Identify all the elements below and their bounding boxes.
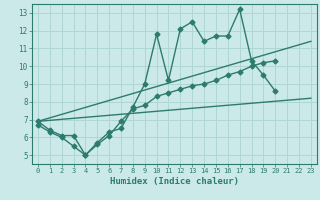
X-axis label: Humidex (Indice chaleur): Humidex (Indice chaleur): [110, 177, 239, 186]
